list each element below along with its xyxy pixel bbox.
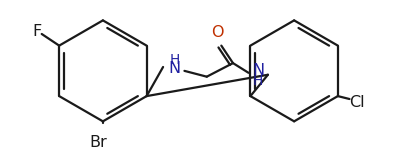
Text: Cl: Cl [349, 95, 365, 110]
Text: O: O [211, 24, 224, 40]
Text: N: N [169, 61, 181, 76]
Text: N: N [252, 63, 264, 78]
Text: Br: Br [89, 135, 107, 150]
Text: F: F [32, 24, 41, 39]
Text: H: H [170, 53, 180, 67]
Text: H: H [253, 74, 263, 88]
